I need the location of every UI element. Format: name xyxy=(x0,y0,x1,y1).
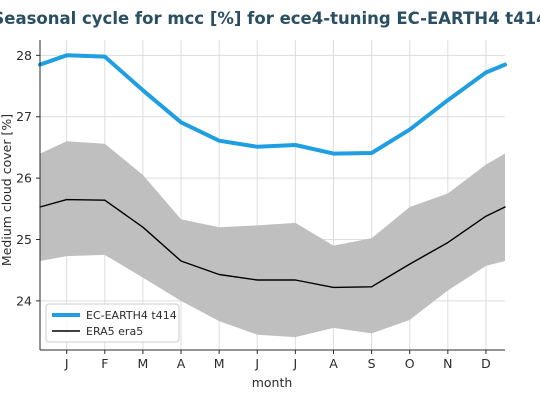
legend-label: EC-EARTH4 t414 xyxy=(86,309,177,322)
x-tick-label: N xyxy=(443,356,452,371)
y-tick-label: 27 xyxy=(16,109,32,124)
x-tick-label: S xyxy=(368,356,376,371)
x-axis-label: month xyxy=(252,375,293,390)
x-tick-label: F xyxy=(101,356,108,371)
x-tick-label: J xyxy=(293,356,298,371)
y-axis-label: Medium cloud cover [%] xyxy=(0,114,14,266)
x-tick-label: O xyxy=(405,356,415,371)
plot-area: 24 25 26 27 28 J F M A M J J A S O N D EC-EARTH4 t414 ERA5… xyxy=(16,40,507,371)
x-tick-label: J xyxy=(254,356,259,371)
x-tick-label: M xyxy=(138,356,149,371)
era5-line xyxy=(39,198,506,289)
x-tick-label: M xyxy=(214,356,225,371)
ec-earth4-t414-line xyxy=(38,53,507,156)
y-tick-label: 28 xyxy=(16,48,32,63)
x-tick-label: J xyxy=(64,356,69,371)
x-tick-label: A xyxy=(177,356,186,371)
chart-title: Seasonal cycle for mcc [%] for ece4-tuni… xyxy=(0,9,540,28)
x-tick-label: D xyxy=(481,356,491,371)
legend-label: ERA5 era5 xyxy=(86,325,143,338)
x-tick-label: A xyxy=(329,356,338,371)
era5-spread-band xyxy=(40,141,505,338)
y-tick-label: 26 xyxy=(16,171,32,186)
y-tick-label: 25 xyxy=(16,232,32,247)
y-tick-label: 24 xyxy=(16,293,32,308)
